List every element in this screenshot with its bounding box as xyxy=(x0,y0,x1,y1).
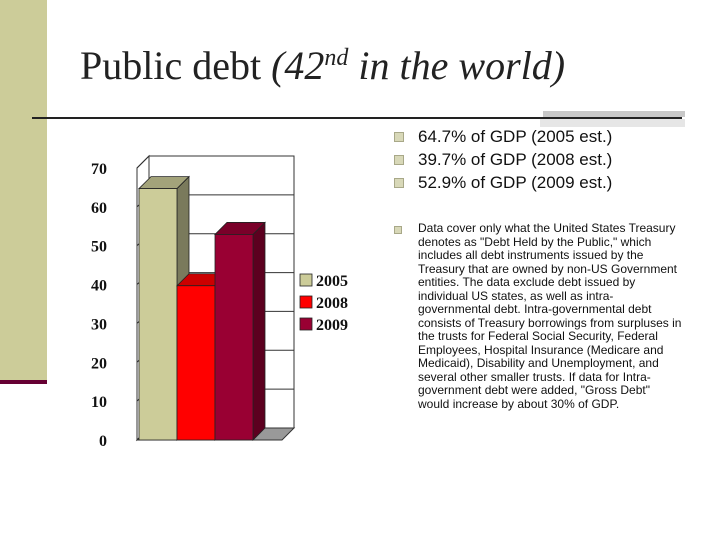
title-superscript: nd xyxy=(324,45,349,71)
y-tick-label: 70 xyxy=(91,161,107,178)
right-accent-band-light xyxy=(540,119,685,127)
bullet-text: 64.7% of GDP (2005 est.) xyxy=(418,127,613,146)
legend-label: 2009 xyxy=(316,317,348,334)
y-tick-label: 0 xyxy=(99,433,107,450)
data-note: Data cover only what the United States T… xyxy=(392,221,682,411)
bullet-square-icon xyxy=(394,178,404,188)
bullet-square-icon xyxy=(394,155,404,165)
bar-2009 xyxy=(214,234,254,441)
bar-2008 xyxy=(176,285,216,441)
title-italic: (42nd in the world) xyxy=(271,43,565,88)
legend-swatch xyxy=(299,295,313,309)
legend-swatch xyxy=(299,317,313,331)
right-accent-band xyxy=(543,111,685,117)
bullet-item: 64.7% of GDP (2005 est.) xyxy=(392,125,692,148)
y-tick-label: 30 xyxy=(91,316,107,333)
bullet-item: 39.7% of GDP (2008 est.) xyxy=(392,148,692,171)
y-tick-label: 20 xyxy=(91,355,107,372)
slide-title: Public debt (42nd in the world) xyxy=(80,42,565,89)
bullet-list: 64.7% of GDP (2005 est.) 39.7% of GDP (2… xyxy=(392,125,692,194)
bar-side xyxy=(252,221,266,441)
title-paren-open: (42 xyxy=(271,43,325,88)
gridline xyxy=(136,155,294,169)
y-tick-label: 40 xyxy=(91,278,107,295)
bullet-square-icon xyxy=(394,132,404,142)
title-rule xyxy=(32,117,682,119)
title-main: Public debt xyxy=(80,43,272,88)
y-tick-label: 50 xyxy=(91,239,107,256)
data-note-text: Data cover only what the United States T… xyxy=(418,221,682,411)
y-tick-label: 10 xyxy=(91,394,107,411)
left-accent-shadow xyxy=(0,380,47,384)
bullet-item: 52.9% of GDP (2009 est.) xyxy=(392,171,692,194)
bar-2005 xyxy=(138,188,178,441)
left-accent-band xyxy=(0,0,47,383)
public-debt-bar-chart: 0 10 20 30 40 50 60 70 2005 2008 2009 xyxy=(91,154,360,450)
bullet-square-icon xyxy=(394,226,402,234)
bullet-text: 39.7% of GDP (2008 est.) xyxy=(418,150,613,169)
legend-swatch xyxy=(299,273,313,287)
title-rest: in the world) xyxy=(348,43,566,88)
y-tick-label: 60 xyxy=(91,200,107,217)
legend-label: 2005 xyxy=(316,273,348,290)
bullet-text: 52.9% of GDP (2009 est.) xyxy=(418,173,613,192)
legend-label: 2008 xyxy=(316,295,348,312)
